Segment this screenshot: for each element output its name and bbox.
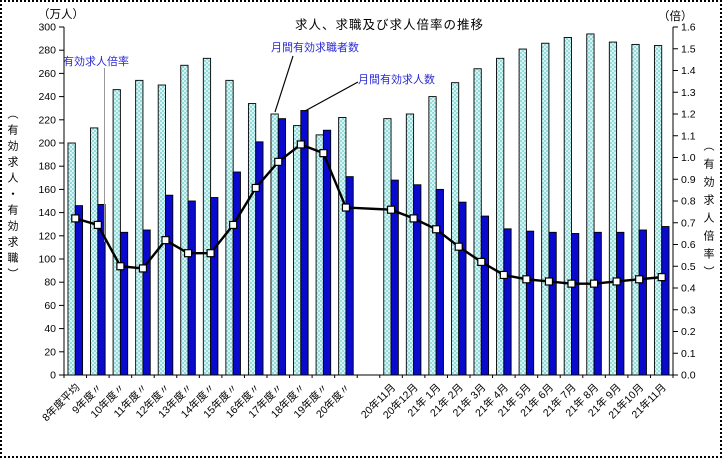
axis-ticks — [59, 26, 678, 378]
annotation-ratio-label: 有効求人倍率 — [63, 56, 129, 68]
svg-text:1.1: 1.1 — [681, 130, 696, 142]
svg-text:100: 100 — [38, 254, 56, 266]
svg-text:1.4: 1.4 — [681, 65, 696, 77]
svg-text:1.6: 1.6 — [681, 22, 696, 34]
svg-text:300: 300 — [38, 22, 56, 34]
axes — [63, 27, 674, 376]
annotation-leader-lines — [104, 55, 359, 242]
svg-text:1.5: 1.5 — [681, 43, 696, 55]
chart-title: 求人、求職及び求人倍率の推移 — [295, 18, 485, 32]
svg-text:0.5: 0.5 — [681, 261, 696, 273]
annotation-seekers-label: 月間有効求職者数 — [271, 42, 359, 54]
svg-text:0.7: 0.7 — [681, 217, 696, 229]
annotation-openings-label: 月間有効求人数 — [358, 74, 435, 86]
svg-text:40: 40 — [44, 323, 56, 335]
right-axis-unit: （倍） — [658, 11, 693, 23]
svg-text:240: 240 — [38, 91, 56, 103]
svg-text:280: 280 — [38, 45, 56, 57]
svg-text:0.0: 0.0 — [681, 370, 696, 382]
svg-text:0.8: 0.8 — [681, 196, 696, 208]
svg-text:160: 160 — [38, 184, 56, 196]
svg-text:200: 200 — [38, 138, 56, 150]
svg-text:1.3: 1.3 — [681, 87, 696, 99]
left-axis-title: （有効求人・有効求職） — [6, 108, 18, 284]
svg-text:80: 80 — [44, 277, 56, 289]
svg-text:260: 260 — [38, 68, 56, 80]
left-axis-unit: （万人） — [38, 9, 84, 21]
svg-text:0.4: 0.4 — [681, 283, 696, 295]
svg-text:1.0: 1.0 — [681, 152, 696, 164]
svg-text:1.2: 1.2 — [681, 109, 696, 121]
svg-text:140: 140 — [38, 207, 56, 219]
svg-text:20: 20 — [44, 346, 56, 358]
svg-text:0.6: 0.6 — [681, 239, 696, 251]
svg-text:180: 180 — [38, 161, 56, 173]
svg-text:0.3: 0.3 — [681, 304, 696, 316]
svg-text:220: 220 — [38, 114, 56, 126]
svg-text:0.9: 0.9 — [681, 174, 696, 186]
svg-text:60: 60 — [44, 300, 56, 312]
bars-openings — [74, 110, 670, 376]
svg-text:0.2: 0.2 — [681, 326, 696, 338]
svg-text:120: 120 — [38, 230, 56, 242]
svg-text:0: 0 — [50, 370, 56, 382]
right-axis-title: （有効求人倍率） — [702, 140, 714, 284]
ratio-line-markers — [71, 140, 666, 288]
bars-seekers — [67, 33, 663, 376]
axis-tick-labels: 0 20 40 60 80 100 120 140 160 180 200 220 240 260 280 3… — [38, 22, 695, 382]
category-labels: 8年度平均9年度〃10年度〃11年度〃12年度〃13年度〃14年度〃15年度〃1… — [39, 381, 668, 424]
svg-text:0.1: 0.1 — [681, 348, 696, 360]
